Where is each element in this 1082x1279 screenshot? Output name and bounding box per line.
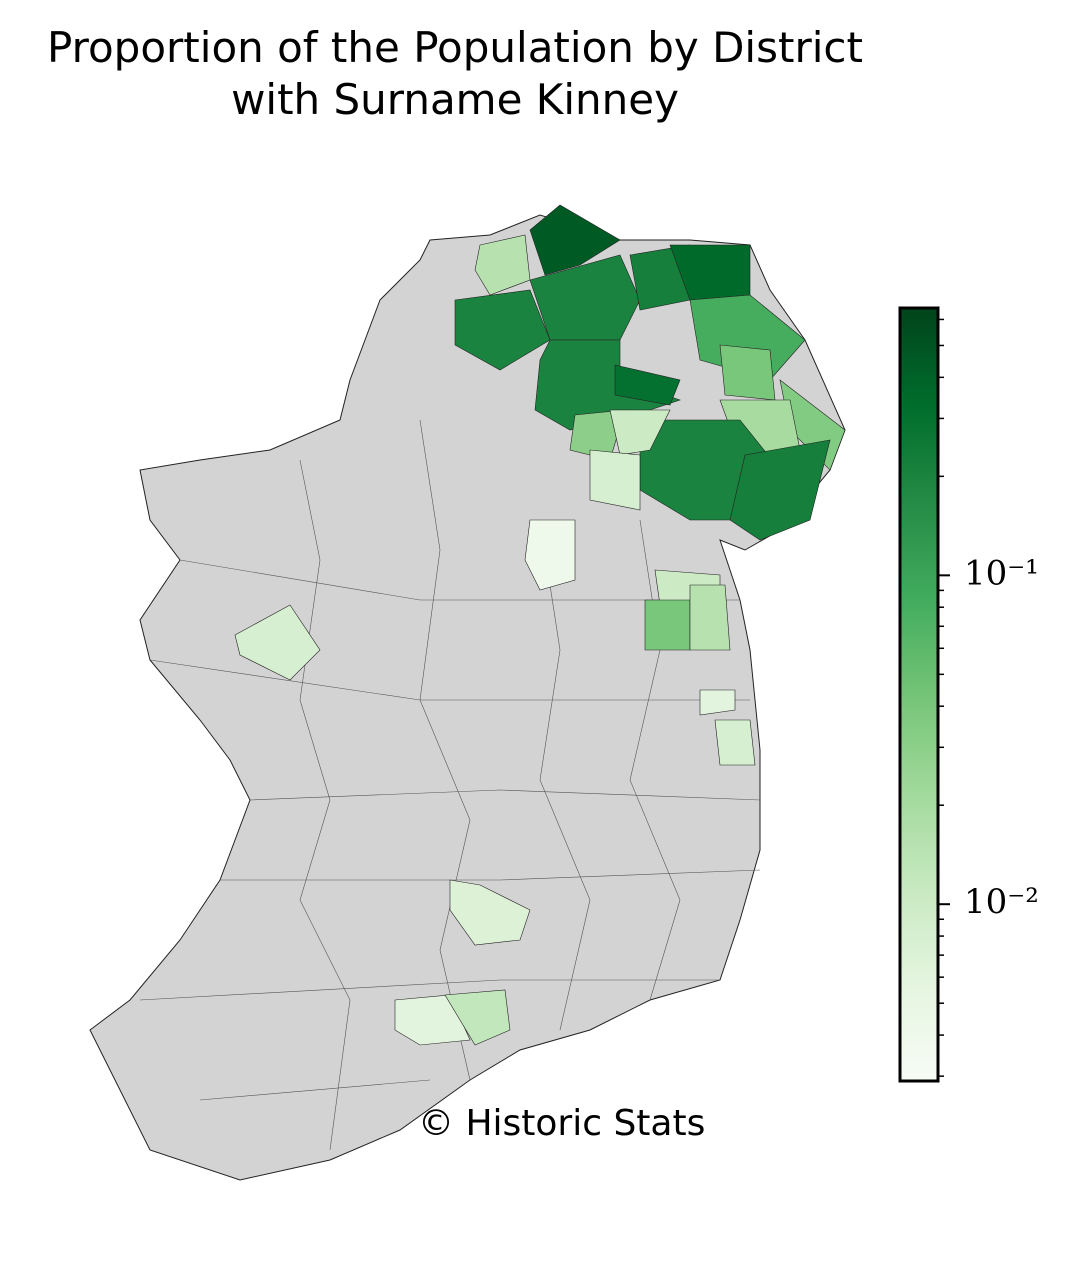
district-borders [139,419,761,1151]
district [644,599,691,651]
district [529,204,621,276]
colorbar-tick-label: 10⁻¹ [964,553,1039,593]
district [529,254,641,341]
district [729,439,831,541]
district [444,989,511,1046]
chart-title: Proportion of the Population by District… [47,23,863,124]
district [454,289,551,371]
colorbar-tick-label: 10⁻² [964,882,1039,922]
credit: © Historic Stats [418,1103,706,1144]
district [474,234,531,296]
district [449,879,531,946]
district [689,294,806,381]
district [234,604,321,681]
district [609,409,671,456]
districts [234,204,846,1046]
colorbar [898,306,940,1083]
district [699,689,736,716]
district [394,994,471,1046]
district [714,719,756,766]
district [614,364,681,406]
district [589,449,641,511]
district [719,344,776,401]
district [524,519,576,591]
colorbar-ticks: 10⁻¹ 10⁻² [938,318,1039,1077]
district [689,584,731,651]
